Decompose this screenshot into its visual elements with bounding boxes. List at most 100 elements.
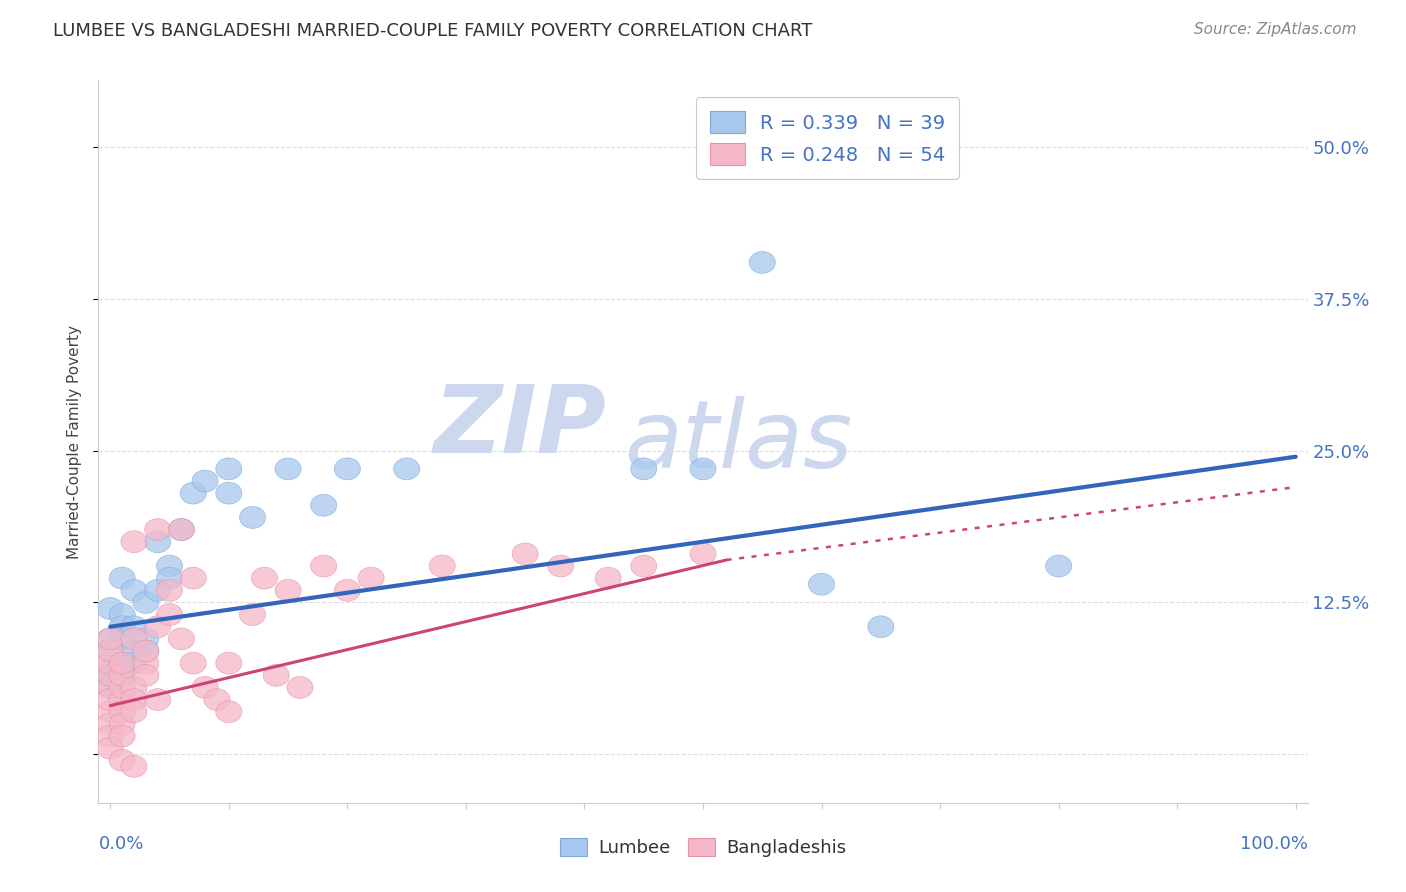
Ellipse shape (121, 701, 148, 723)
Ellipse shape (110, 652, 135, 674)
Ellipse shape (110, 665, 135, 686)
Ellipse shape (97, 701, 124, 723)
Ellipse shape (311, 494, 336, 516)
Ellipse shape (121, 652, 148, 674)
Legend: R = 0.339   N = 39, R = 0.248   N = 54: R = 0.339 N = 39, R = 0.248 N = 54 (696, 97, 959, 179)
Ellipse shape (132, 640, 159, 662)
Ellipse shape (394, 458, 419, 480)
Ellipse shape (193, 470, 218, 491)
Ellipse shape (749, 252, 775, 273)
Ellipse shape (595, 567, 621, 589)
Ellipse shape (97, 713, 124, 735)
Text: ZIP: ZIP (433, 381, 606, 473)
Ellipse shape (110, 615, 135, 638)
Ellipse shape (132, 591, 159, 614)
Ellipse shape (204, 689, 231, 711)
Ellipse shape (97, 737, 124, 759)
Ellipse shape (215, 652, 242, 674)
Ellipse shape (145, 518, 170, 541)
Ellipse shape (252, 567, 277, 589)
Ellipse shape (97, 725, 124, 747)
Ellipse shape (132, 665, 159, 686)
Ellipse shape (193, 676, 218, 698)
Ellipse shape (121, 689, 148, 711)
Ellipse shape (359, 567, 384, 589)
Ellipse shape (110, 567, 135, 589)
Ellipse shape (97, 628, 124, 649)
Ellipse shape (121, 640, 148, 662)
Ellipse shape (1046, 555, 1071, 577)
Ellipse shape (239, 507, 266, 528)
Ellipse shape (97, 658, 124, 681)
Ellipse shape (145, 580, 170, 601)
Ellipse shape (121, 628, 148, 649)
Text: Source: ZipAtlas.com: Source: ZipAtlas.com (1194, 22, 1357, 37)
Ellipse shape (690, 458, 716, 480)
Ellipse shape (690, 543, 716, 565)
Ellipse shape (97, 665, 124, 686)
Ellipse shape (145, 689, 170, 711)
Ellipse shape (97, 628, 124, 649)
Ellipse shape (215, 483, 242, 504)
Ellipse shape (97, 640, 124, 662)
Ellipse shape (110, 689, 135, 711)
Ellipse shape (169, 518, 194, 541)
Ellipse shape (121, 756, 148, 777)
Ellipse shape (110, 628, 135, 649)
Ellipse shape (110, 749, 135, 772)
Ellipse shape (145, 531, 170, 553)
Ellipse shape (808, 574, 835, 595)
Ellipse shape (110, 665, 135, 686)
Ellipse shape (276, 458, 301, 480)
Ellipse shape (97, 676, 124, 698)
Ellipse shape (110, 701, 135, 723)
Ellipse shape (287, 676, 314, 698)
Ellipse shape (97, 665, 124, 686)
Ellipse shape (97, 598, 124, 619)
Ellipse shape (311, 555, 336, 577)
Ellipse shape (156, 567, 183, 589)
Y-axis label: Married-Couple Family Poverty: Married-Couple Family Poverty (67, 325, 83, 558)
Ellipse shape (97, 676, 124, 698)
Ellipse shape (121, 531, 148, 553)
Text: 100.0%: 100.0% (1240, 835, 1308, 854)
Text: atlas: atlas (624, 396, 852, 487)
Ellipse shape (132, 628, 159, 649)
Ellipse shape (429, 555, 456, 577)
Ellipse shape (512, 543, 538, 565)
Text: 0.0%: 0.0% (98, 835, 143, 854)
Ellipse shape (110, 652, 135, 674)
Ellipse shape (132, 640, 159, 662)
Ellipse shape (263, 665, 290, 686)
Ellipse shape (132, 652, 159, 674)
Ellipse shape (180, 567, 207, 589)
Ellipse shape (110, 676, 135, 698)
Ellipse shape (121, 676, 148, 698)
Ellipse shape (110, 725, 135, 747)
Ellipse shape (110, 604, 135, 625)
Ellipse shape (215, 701, 242, 723)
Ellipse shape (215, 458, 242, 480)
Ellipse shape (169, 518, 194, 541)
Ellipse shape (121, 580, 148, 601)
Ellipse shape (97, 689, 124, 711)
Ellipse shape (169, 628, 194, 649)
Ellipse shape (631, 458, 657, 480)
Ellipse shape (868, 615, 894, 638)
Ellipse shape (276, 580, 301, 601)
Ellipse shape (145, 615, 170, 638)
Ellipse shape (631, 555, 657, 577)
Ellipse shape (110, 713, 135, 735)
Ellipse shape (97, 652, 124, 674)
Ellipse shape (156, 604, 183, 625)
Ellipse shape (156, 580, 183, 601)
Ellipse shape (335, 580, 360, 601)
Ellipse shape (180, 652, 207, 674)
Ellipse shape (548, 555, 574, 577)
Ellipse shape (97, 640, 124, 662)
Ellipse shape (156, 555, 183, 577)
Ellipse shape (239, 604, 266, 625)
Text: LUMBEE VS BANGLADESHI MARRIED-COUPLE FAMILY POVERTY CORRELATION CHART: LUMBEE VS BANGLADESHI MARRIED-COUPLE FAM… (53, 22, 813, 40)
Ellipse shape (180, 483, 207, 504)
Ellipse shape (335, 458, 360, 480)
